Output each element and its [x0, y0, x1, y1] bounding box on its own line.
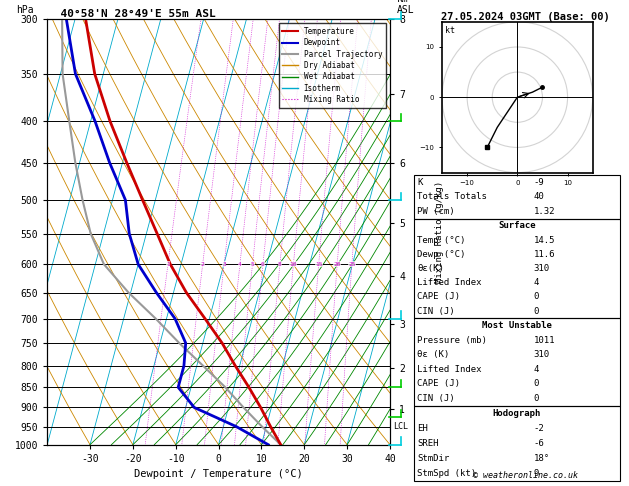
- Text: -6: -6: [533, 439, 544, 448]
- Text: PW (cm): PW (cm): [417, 207, 455, 216]
- Text: StmDir: StmDir: [417, 454, 449, 463]
- Text: 40°58'N 28°49'E 55m ASL: 40°58'N 28°49'E 55m ASL: [47, 9, 216, 18]
- Text: SREH: SREH: [417, 439, 438, 448]
- Text: CAPE (J): CAPE (J): [417, 380, 460, 388]
- Text: 25: 25: [348, 262, 355, 267]
- Text: 20: 20: [333, 262, 341, 267]
- Text: -2: -2: [533, 424, 544, 433]
- Text: StmSpd (kt): StmSpd (kt): [417, 469, 476, 478]
- Text: 5: 5: [250, 262, 254, 267]
- Legend: Temperature, Dewpoint, Parcel Trajectory, Dry Adiabat, Wet Adiabat, Isotherm, Mi: Temperature, Dewpoint, Parcel Trajectory…: [279, 23, 386, 107]
- Text: Temp (°C): Temp (°C): [417, 236, 465, 244]
- Text: Totals Totals: Totals Totals: [417, 192, 487, 201]
- Text: 15: 15: [315, 262, 323, 267]
- Text: Most Unstable: Most Unstable: [482, 321, 552, 330]
- Text: kt: kt: [445, 26, 455, 35]
- Text: Hodograph: Hodograph: [493, 409, 541, 418]
- Text: 10: 10: [289, 262, 297, 267]
- Text: EH: EH: [417, 424, 428, 433]
- X-axis label: Dewpoint / Temperature (°C): Dewpoint / Temperature (°C): [134, 469, 303, 479]
- Text: 9: 9: [533, 469, 539, 478]
- Text: 6: 6: [261, 262, 265, 267]
- Text: LCL: LCL: [393, 422, 408, 431]
- Text: Pressure (mb): Pressure (mb): [417, 336, 487, 345]
- Text: K: K: [417, 178, 423, 187]
- Text: 3: 3: [222, 262, 226, 267]
- Text: CIN (J): CIN (J): [417, 394, 455, 403]
- Text: θε(K): θε(K): [417, 264, 444, 273]
- Text: 1: 1: [166, 262, 170, 267]
- Text: 40: 40: [533, 192, 544, 201]
- Text: 4: 4: [533, 365, 539, 374]
- Text: 0: 0: [533, 380, 539, 388]
- Text: 1.32: 1.32: [533, 207, 555, 216]
- Text: Lifted Index: Lifted Index: [417, 365, 482, 374]
- Text: Surface: Surface: [498, 221, 535, 230]
- Text: CAPE (J): CAPE (J): [417, 293, 460, 301]
- Text: hPa: hPa: [16, 5, 34, 15]
- Text: 0: 0: [533, 293, 539, 301]
- Text: © weatheronline.co.uk: © weatheronline.co.uk: [473, 471, 577, 480]
- Text: 310: 310: [533, 264, 550, 273]
- Text: Lifted Index: Lifted Index: [417, 278, 482, 287]
- Text: 0: 0: [533, 394, 539, 403]
- Text: 14.5: 14.5: [533, 236, 555, 244]
- Text: 4: 4: [238, 262, 242, 267]
- Text: CIN (J): CIN (J): [417, 307, 455, 316]
- Text: Dewp (°C): Dewp (°C): [417, 250, 465, 259]
- Text: θε (K): θε (K): [417, 350, 449, 359]
- Text: 8: 8: [278, 262, 282, 267]
- Text: 1011: 1011: [533, 336, 555, 345]
- Text: 18°: 18°: [533, 454, 550, 463]
- Text: 0: 0: [533, 307, 539, 316]
- Text: 27.05.2024 03GMT (Base: 00): 27.05.2024 03GMT (Base: 00): [441, 12, 610, 22]
- Text: 11.6: 11.6: [533, 250, 555, 259]
- Text: 4: 4: [533, 278, 539, 287]
- Text: 310: 310: [533, 350, 550, 359]
- Text: Mixing Ratio (g/kg): Mixing Ratio (g/kg): [435, 181, 443, 283]
- Text: 2: 2: [201, 262, 204, 267]
- Text: -9: -9: [533, 178, 544, 187]
- Text: km
ASL: km ASL: [397, 0, 415, 15]
